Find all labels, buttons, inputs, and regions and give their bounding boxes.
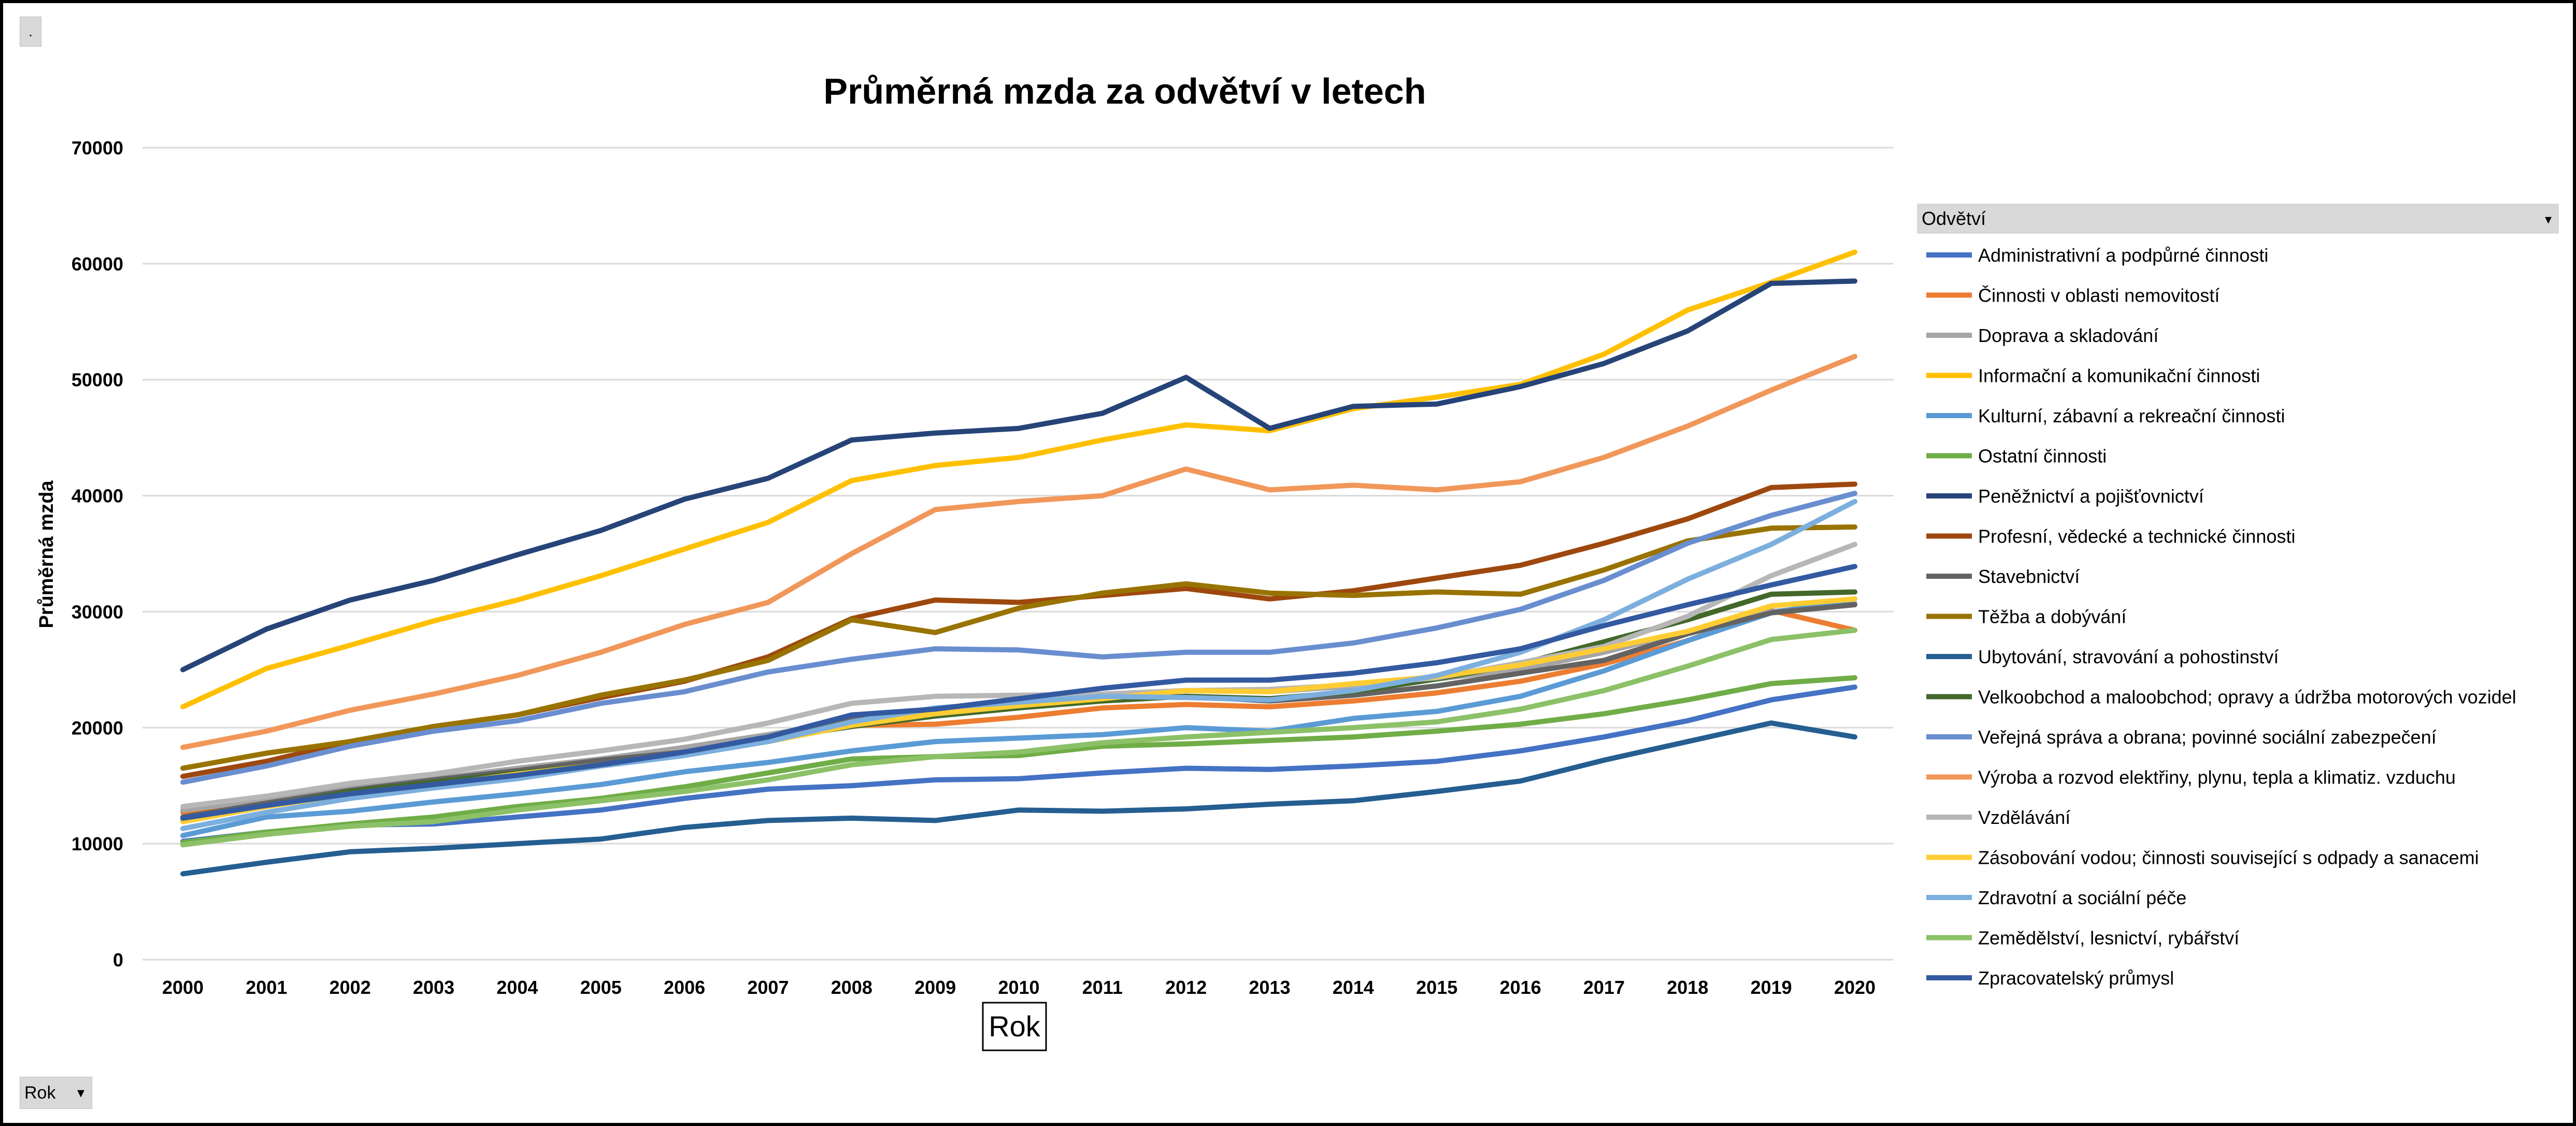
y-tick-label: 30000 [71,601,123,622]
series-lines [180,249,1857,877]
y-tick-label: 70000 [71,137,123,159]
x-tick-label: 2015 [1416,977,1457,998]
filter-field-button[interactable]: . [20,17,41,47]
y-tick-label: 0 [113,949,123,971]
legend-item-label: Kulturní, zábavní a rekreační činnosti [1978,405,2285,426]
legend-item-label: Výroba a rozvod elektřiny, plynu, tepla … [1978,767,2456,788]
series-line [180,596,1857,838]
x-tick-label: 2013 [1249,977,1291,998]
rok-field-button[interactable]: Rok ▾ [20,1077,92,1109]
legend-item-label: Činnosti v oblasti nemovitostí [1978,285,2220,306]
x-tick-label: 2003 [413,977,454,998]
legend-item-label: Peněžnictví a pojišťovnictví [1978,486,2204,507]
legend-item-label: Vzdělávání [1978,807,2070,828]
y-axis-label: Průměrná mzda [36,480,58,629]
x-tick-label: 2012 [1165,977,1207,998]
y-tick-label: 20000 [71,717,123,738]
series-line [180,498,1857,831]
y-tick-label: 10000 [71,833,123,854]
x-tick-label: 2007 [747,977,789,998]
x-tick-label: 2009 [914,977,956,998]
x-axis-field-button[interactable]: Rok [982,1002,1047,1051]
legend-item-label: Zemědělství, lesnictví, rybářství [1978,928,2239,949]
x-tick-label: 2001 [246,977,287,998]
legend-item-label: Administrativní a podpůrné činnosti [1978,245,2268,266]
series-line [180,353,1857,750]
series-line [180,278,1857,673]
legend-item-label: Zdravotní a sociální péče [1978,887,2186,908]
legend-item-label: Těžba a dobývání [1978,606,2126,628]
legend-title-button[interactable]: Odvětví ▾ [1917,204,2559,234]
x-tick-label: 2016 [1500,977,1541,998]
x-tick-label: 2010 [998,977,1039,998]
x-tick-label: 2006 [664,977,705,998]
legend-dropdown-arrow-icon: ▾ [2545,211,2552,227]
y-tick-labels: 0 10000 20000 30000 40000 50000 60000 70000 [71,137,123,971]
legend-item-label: Veřejná správa a obrana; povinné sociáln… [1978,726,2437,748]
legend-item-label: Zpracovatelský průmysl [1978,967,2174,989]
series-line [180,249,1857,709]
legend-item-label: Ubytování, stravování a pohostinství [1978,646,2279,667]
x-tick-label: 2008 [831,977,872,998]
series-line [180,720,1857,877]
x-tick-label: 2017 [1583,977,1625,998]
y-tick-label: 60000 [71,253,123,275]
x-tick-label: 2014 [1333,977,1374,998]
y-tick-label: 50000 [71,369,123,391]
legend-item-label: Ostatní činnosti [1978,446,2107,467]
x-tick-label: 2002 [330,977,371,998]
x-tick-label: 2011 [1082,977,1123,998]
x-tick-label: 2000 [162,977,204,998]
x-tick-label: 2005 [580,977,622,998]
legend-item-label: Stavebnictví [1978,566,2080,587]
x-tick-labels: 2000 2001 2002 2003 2004 2005 2006 2007 2008 2009… [162,977,1876,998]
legend-item-label: Informační a komunikační činnosti [1978,365,2260,387]
series-line [180,684,1857,844]
legend-item-label: Zásobování vodou; činnosti související s… [1978,847,2479,868]
x-axis-label: Rok [989,1010,1041,1043]
legend-item-label: Doprava a skladování [1978,325,2158,346]
x-tick-label: 2004 [496,977,538,998]
legend-item-label: Velkoobchod a maloobchod; opravy a údržb… [1978,687,2516,708]
legend-title: Odvětví [1922,208,1986,229]
legend-item-label: Profesní, vědecké a technické činnosti [1978,526,2295,547]
series-line [180,524,1857,771]
dropdown-arrow-icon: ▾ [77,1085,84,1101]
x-tick-label: 2020 [1834,977,1876,998]
y-tick-label: 40000 [71,486,123,507]
gridlines [142,147,1894,961]
x-tick-label: 2019 [1751,977,1792,998]
rok-field-label: Rok [24,1083,56,1103]
series-line [180,628,1857,848]
x-tick-label: 2018 [1667,977,1708,998]
legend: Odvětví ▾ Administrativní a podpůrné čin… [1917,204,2559,989]
series-line [180,541,1857,809]
series-line [180,491,1857,785]
chart-title: Průměrná mzda za odvětví v letech [823,71,1426,111]
series-line [180,564,1857,821]
series-line [180,675,1857,845]
